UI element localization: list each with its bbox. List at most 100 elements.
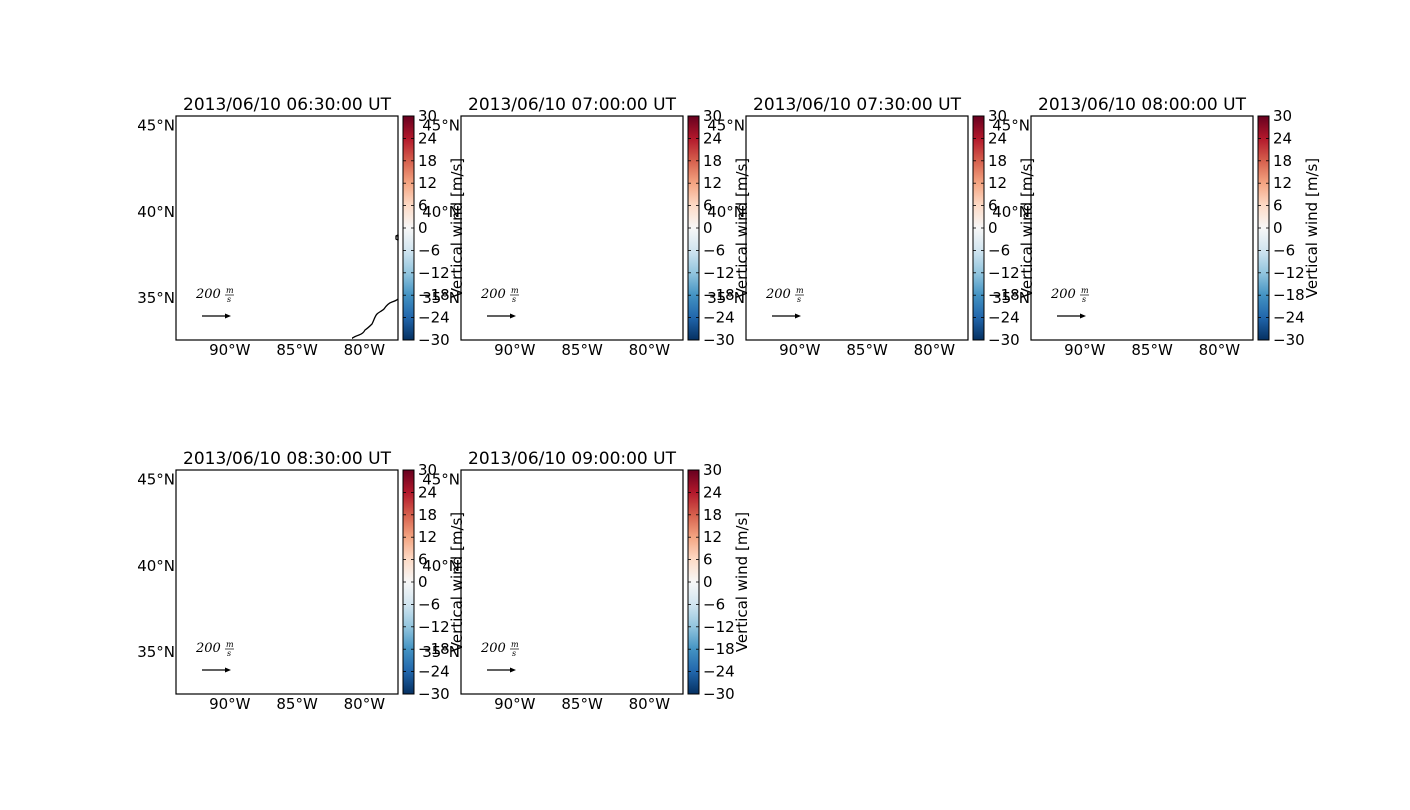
quiver-key-unit-denominator: s: [227, 295, 231, 304]
quiver-key-unit-numerator: m: [1081, 286, 1089, 295]
lon-tick-label: 85°W: [561, 695, 603, 713]
colorbar-tick-label: −6: [988, 241, 1010, 259]
coast-lake-huron: [601, 472, 629, 523]
coast-georgian-bay: [622, 118, 646, 130]
colorbar-tick-label: 24: [703, 483, 722, 501]
coast-atlantic: [920, 299, 968, 340]
coast-upper-peninsula: [824, 118, 848, 125]
colorbar-tick-label: −6: [418, 241, 440, 259]
lat-tick-label: 45°N: [422, 117, 460, 135]
colorbar-tick-label: 0: [703, 219, 713, 237]
coast-georgian-bay: [622, 472, 646, 484]
lon-tick-label: 90°W: [209, 341, 251, 359]
panel-title: 2013/06/10 07:30:00 UT: [753, 95, 962, 115]
lat-tick-label: 40°N: [137, 203, 175, 221]
lat-tick-label: 35°N: [422, 289, 460, 307]
colorbar-tick-label: −12: [1273, 264, 1305, 282]
lon-tick-label: 85°W: [1131, 341, 1173, 359]
coast-lake-michigan: [814, 121, 832, 182]
colorbar-fill: [403, 470, 414, 694]
coast-atlantic: [352, 298, 399, 340]
lat-tick-label: 40°N: [422, 203, 460, 221]
colorbar-tick-label: 0: [418, 219, 428, 237]
quiver-key-arrow-head: [1080, 313, 1086, 319]
colorbar-tick-label: 12: [1273, 174, 1292, 192]
colorbar-tick-label: −6: [418, 595, 440, 613]
colorbar-tick-label: 24: [1273, 129, 1292, 147]
coastlines: [529, 472, 683, 694]
colorbar-tick-label: 18: [418, 152, 437, 170]
colorbar-tick-label: −24: [703, 309, 735, 327]
coast-lake-ontario: [935, 140, 968, 150]
colorbar-fill: [688, 116, 699, 340]
colorbar-tick-label: −18: [703, 286, 735, 304]
coast-lake-erie: [888, 147, 943, 186]
panel-title: 2013/06/10 06:30:00 UT: [183, 95, 392, 115]
colorbar-tick-label: −24: [1273, 309, 1305, 327]
lat-tick-label: 45°N: [137, 117, 175, 135]
coast-lake-erie: [318, 501, 373, 540]
quiver-key-value: 200: [480, 287, 506, 302]
axes-frame: [175, 469, 399, 695]
coast-lake-erie: [603, 501, 658, 540]
lon-tick-label: 80°W: [914, 341, 956, 359]
quiver-key-arrow-head: [510, 313, 516, 319]
colorbar-tick-label: 18: [703, 506, 722, 524]
quiver-key-arrow-head: [510, 667, 516, 673]
colorbar-tick-label: −30: [988, 331, 1020, 349]
lat-tick-label: 40°N: [992, 203, 1030, 221]
map-panel: 2013/06/10 07:30:00 UT 45°N 40°N 35°N 90°W 85…: [707, 95, 1036, 359]
coast-georgian-bay: [907, 118, 931, 130]
coast-lake-michigan: [1099, 121, 1117, 182]
coast-lake-erie: [318, 147, 373, 186]
coast-georgian-bay: [1192, 118, 1216, 130]
colorbar-tick-label: 6: [418, 551, 428, 569]
map-panel: 2013/06/10 08:00:00 UT 45°N 40°N 35°N 90°W 85…: [992, 95, 1321, 359]
colorbar-tick-label: −18: [418, 286, 450, 304]
panel-title: 2013/06/10 07:00:00 UT: [468, 95, 677, 115]
lon-tick-label: 85°W: [846, 341, 888, 359]
colorbar-tick-label: −24: [703, 663, 735, 681]
quiver-key-unit-denominator: s: [227, 649, 231, 658]
map-panel: 2013/06/10 08:30:00 UT 45°N 40°N 35°N 90°W 85…: [137, 449, 466, 713]
colorbar-tick-label: 18: [418, 506, 437, 524]
colorbar-label: Vertical wind [m/s]: [733, 158, 751, 298]
coast-upper-peninsula: [539, 472, 563, 479]
quiver-key-value: 200: [195, 287, 221, 302]
colorbar-tick-label: 6: [418, 197, 428, 215]
colorbar-tick-label: −12: [418, 264, 450, 282]
coast-lake-ontario: [650, 140, 683, 150]
colorbar-tick-label: −6: [703, 241, 725, 259]
coast-atlantic: [350, 653, 398, 694]
quiver-key-unit-denominator: s: [797, 295, 801, 304]
lon-tick-label: 80°W: [344, 695, 386, 713]
coast-atlantic: [1205, 299, 1253, 340]
coast-upper-peninsula: [1109, 118, 1133, 125]
quiver-key-value: 200: [195, 641, 221, 656]
lon-tick-label: 85°W: [276, 341, 318, 359]
quiver-key-unit-numerator: m: [226, 286, 234, 295]
colorbar-tick-label: −12: [703, 618, 735, 636]
colorbar-tick-label: 30: [418, 107, 437, 125]
axes-frame: [460, 469, 684, 695]
colorbar-tick-label: 12: [703, 528, 722, 546]
axes-frame: [175, 115, 399, 341]
quiver-key-value: 200: [765, 287, 791, 302]
colorbar-tick-label: 6: [1273, 197, 1283, 215]
colorbar-tick-label: −18: [703, 640, 735, 658]
quiver-key-unit-numerator: m: [511, 286, 519, 295]
map-panel: 2013/06/10 07:00:00 UT 45°N 40°N 35°N 90°W 85…: [422, 95, 751, 359]
lon-tick-label: 90°W: [209, 695, 251, 713]
colorbar-tick-label: 12: [988, 174, 1007, 192]
panel-title: 2013/06/10 09:00:00 UT: [468, 449, 677, 469]
lon-tick-label: 90°W: [1064, 341, 1106, 359]
colorbar-tick-label: −30: [703, 685, 735, 703]
colorbar-tick-label: 6: [703, 551, 713, 569]
colorbar-tick-label: 18: [1273, 152, 1292, 170]
coast-lake-michigan: [529, 475, 547, 536]
map-panel: 2013/06/10 06:30:00 UT 45°N 40°N 35°N 90°W 85…: [137, 95, 466, 359]
quiver-key-unit-numerator: m: [226, 640, 234, 649]
coastlines: [814, 118, 968, 340]
lon-tick-label: 80°W: [344, 341, 386, 359]
coast-lake-michigan: [244, 121, 262, 182]
